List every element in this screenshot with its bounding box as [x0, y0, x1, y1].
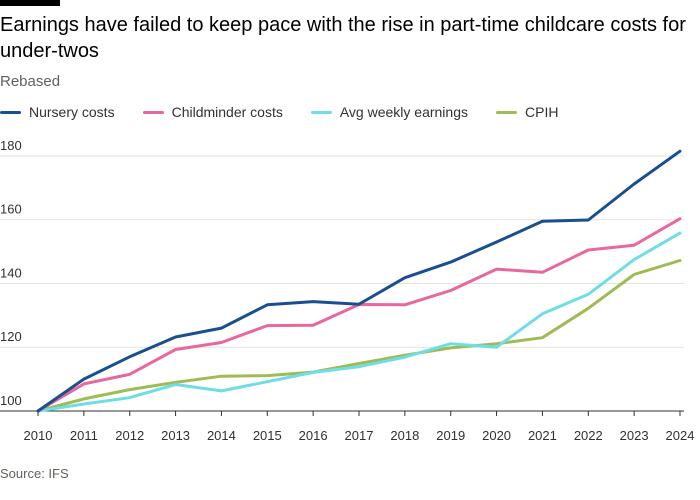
series-line-earnings — [36, 231, 682, 413]
y-tick-label-140: 140 — [0, 265, 22, 280]
x-tick-label-2013: 2013 — [161, 428, 190, 443]
x-tick-label-2017: 2017 — [345, 428, 374, 443]
legend-label-earnings: Avg weekly earnings — [339, 104, 468, 120]
legend-item-childminder: Childminder costs — [142, 104, 283, 120]
x-tick-label-2012: 2012 — [115, 428, 144, 443]
x-tick-label-2015: 2015 — [253, 428, 282, 443]
y-tick-label-100: 100 — [0, 393, 22, 408]
legend-label-cpih: CPIH — [525, 104, 559, 120]
legend-label-nursery: Nursery costs — [29, 104, 115, 120]
series-line-nursery — [36, 149, 682, 413]
x-tick-label-2011: 2011 — [70, 428, 98, 443]
legend-swatch-nursery — [0, 110, 21, 114]
x-tick-label-2014: 2014 — [207, 428, 236, 443]
legend-item-cpih: CPIH — [496, 104, 558, 120]
source-note: Source: IFS — [0, 466, 69, 481]
x-tick-label-2016: 2016 — [299, 428, 328, 443]
legend-item-earnings: Avg weekly earnings — [310, 104, 468, 120]
gridlines — [0, 155, 684, 412]
x-axis-ticks: 2010 2011 2012 2013 2014 2015 2016 2017 2018 2019… — [24, 411, 695, 443]
chart-title: Earnings have failed to keep pace with t… — [0, 14, 686, 62]
series-line-childminder — [36, 217, 682, 413]
legend-swatch-earnings — [310, 110, 332, 114]
y-axis-ticks: 100 120 140 160 180 — [0, 138, 22, 408]
x-tick-label-2020: 2020 — [482, 428, 511, 443]
y-tick-label-180: 180 — [0, 138, 22, 153]
series-lines — [36, 149, 682, 413]
y-tick-label-120: 120 — [0, 329, 22, 344]
x-tick-label-2024: 2024 — [666, 428, 695, 443]
chart-subtitle: Rebased — [0, 73, 61, 90]
brand-bar — [0, 0, 60, 6]
legend-swatch-cpih — [496, 110, 517, 114]
x-tick-label-2022: 2022 — [574, 428, 603, 443]
x-tick-label-2021: 2021 — [528, 428, 557, 443]
legend-swatch-childminder — [142, 110, 164, 114]
x-tick-label-2023: 2023 — [620, 428, 649, 443]
x-tick-label-2018: 2018 — [390, 428, 419, 443]
legend-label-childminder: Childminder costs — [171, 104, 283, 120]
y-tick-label-160: 160 — [0, 202, 22, 217]
x-tick-label-2019: 2019 — [436, 428, 465, 443]
series-line-cpih — [36, 259, 682, 413]
legend: Nursery costs Childminder costs Avg week… — [0, 104, 586, 120]
x-tick-label-2010: 2010 — [24, 428, 53, 443]
legend-item-nursery: Nursery costs — [0, 104, 115, 120]
